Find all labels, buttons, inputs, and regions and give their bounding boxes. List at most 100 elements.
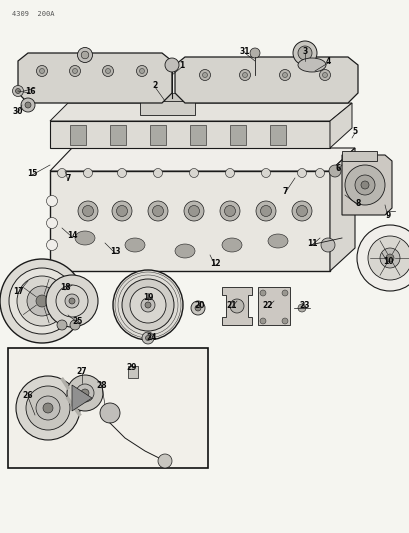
Polygon shape bbox=[18, 53, 172, 103]
Circle shape bbox=[69, 298, 75, 304]
Text: 7: 7 bbox=[282, 187, 287, 196]
Circle shape bbox=[105, 69, 110, 74]
Circle shape bbox=[27, 286, 57, 316]
Circle shape bbox=[328, 165, 340, 177]
Circle shape bbox=[229, 299, 243, 313]
Circle shape bbox=[152, 206, 163, 216]
Circle shape bbox=[16, 88, 20, 93]
Text: 30: 30 bbox=[13, 107, 23, 116]
Polygon shape bbox=[221, 287, 252, 325]
Polygon shape bbox=[72, 385, 92, 411]
Circle shape bbox=[65, 294, 79, 308]
Text: 6: 6 bbox=[335, 164, 340, 173]
Circle shape bbox=[36, 396, 60, 420]
Text: 5: 5 bbox=[352, 126, 357, 135]
Text: 3: 3 bbox=[302, 46, 307, 55]
Circle shape bbox=[148, 201, 168, 221]
Text: 23: 23 bbox=[299, 301, 310, 310]
Text: 18: 18 bbox=[60, 284, 70, 293]
Circle shape bbox=[57, 168, 66, 177]
Circle shape bbox=[260, 206, 271, 216]
Circle shape bbox=[367, 236, 409, 280]
Circle shape bbox=[354, 175, 374, 195]
Circle shape bbox=[281, 290, 287, 296]
Circle shape bbox=[0, 259, 84, 343]
Circle shape bbox=[67, 375, 103, 411]
Text: 29: 29 bbox=[126, 364, 137, 373]
Circle shape bbox=[100, 403, 120, 423]
Ellipse shape bbox=[267, 234, 287, 248]
Bar bbox=[145, 93, 189, 101]
Ellipse shape bbox=[125, 238, 145, 252]
Text: 20: 20 bbox=[194, 301, 205, 310]
Ellipse shape bbox=[75, 231, 95, 245]
Circle shape bbox=[78, 201, 98, 221]
Circle shape bbox=[220, 201, 239, 221]
Polygon shape bbox=[50, 103, 351, 121]
Circle shape bbox=[279, 69, 290, 80]
Circle shape bbox=[344, 165, 384, 205]
Bar bbox=[341, 151, 376, 161]
Bar bbox=[139, 101, 195, 115]
Circle shape bbox=[259, 318, 265, 324]
Circle shape bbox=[296, 206, 307, 216]
Bar bbox=[189, 125, 205, 145]
Circle shape bbox=[191, 301, 204, 315]
Circle shape bbox=[188, 206, 199, 216]
Bar bbox=[229, 125, 245, 145]
Text: 4309  200A: 4309 200A bbox=[12, 11, 54, 17]
Circle shape bbox=[16, 376, 80, 440]
Circle shape bbox=[261, 168, 270, 177]
Text: 10: 10 bbox=[382, 256, 392, 265]
Circle shape bbox=[39, 69, 45, 74]
Ellipse shape bbox=[221, 238, 241, 252]
Text: 25: 25 bbox=[73, 317, 83, 326]
Circle shape bbox=[141, 298, 155, 312]
Circle shape bbox=[77, 47, 92, 62]
Circle shape bbox=[83, 168, 92, 177]
Circle shape bbox=[385, 254, 393, 262]
Circle shape bbox=[199, 69, 210, 80]
Circle shape bbox=[157, 454, 172, 468]
Circle shape bbox=[46, 217, 57, 229]
Circle shape bbox=[195, 305, 200, 311]
Text: 8: 8 bbox=[355, 198, 360, 207]
Circle shape bbox=[224, 206, 235, 216]
Circle shape bbox=[282, 72, 287, 77]
Polygon shape bbox=[50, 171, 329, 271]
Circle shape bbox=[153, 168, 162, 177]
Circle shape bbox=[43, 403, 53, 413]
Polygon shape bbox=[50, 148, 354, 171]
Text: 21: 21 bbox=[226, 301, 237, 310]
Text: 4: 4 bbox=[325, 56, 330, 66]
Polygon shape bbox=[50, 121, 329, 148]
Circle shape bbox=[242, 72, 247, 77]
Circle shape bbox=[360, 181, 368, 189]
Circle shape bbox=[36, 295, 48, 307]
Circle shape bbox=[26, 386, 70, 430]
Circle shape bbox=[297, 46, 311, 60]
Circle shape bbox=[57, 320, 67, 330]
Text: 7: 7 bbox=[65, 174, 70, 182]
Circle shape bbox=[70, 66, 80, 77]
Circle shape bbox=[46, 275, 98, 327]
Circle shape bbox=[17, 276, 67, 326]
Text: 17: 17 bbox=[13, 287, 23, 295]
Circle shape bbox=[25, 102, 31, 108]
Text: 1: 1 bbox=[179, 61, 184, 69]
Circle shape bbox=[184, 201, 204, 221]
Text: 15: 15 bbox=[27, 168, 37, 177]
Circle shape bbox=[56, 285, 88, 317]
Text: 19: 19 bbox=[142, 294, 153, 303]
Text: 28: 28 bbox=[97, 381, 107, 390]
Circle shape bbox=[297, 168, 306, 177]
Circle shape bbox=[379, 248, 399, 268]
Circle shape bbox=[202, 72, 207, 77]
Bar bbox=[8, 348, 207, 468]
Circle shape bbox=[9, 268, 75, 334]
Text: 26: 26 bbox=[22, 391, 33, 400]
Text: 16: 16 bbox=[25, 86, 35, 95]
Polygon shape bbox=[329, 148, 354, 271]
Circle shape bbox=[145, 335, 150, 341]
Circle shape bbox=[291, 201, 311, 221]
